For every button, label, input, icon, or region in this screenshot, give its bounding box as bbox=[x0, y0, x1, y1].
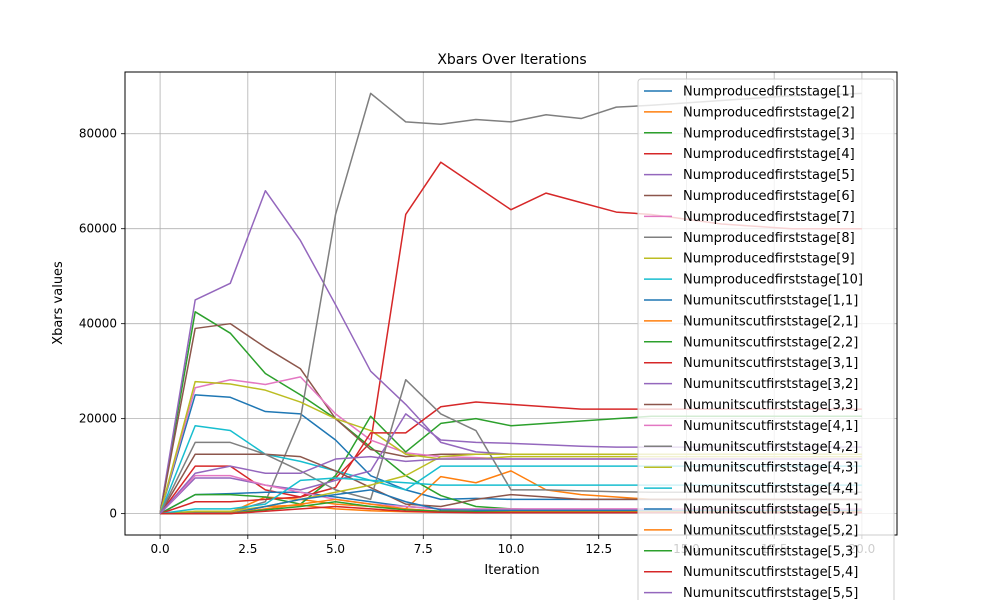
legend-entry: Numunitscutfirststage[5,4] bbox=[683, 565, 858, 580]
y-tick-label: 20000 bbox=[79, 412, 117, 426]
legend: Numproducedfirststage[1] Numproducedfirst… bbox=[637, 78, 895, 600]
legend-entry: Numproducedfirststage[1] bbox=[683, 85, 855, 100]
x-tick-label: 2.5 bbox=[238, 542, 257, 556]
legend-entry: Numunitscutfirststage[4,3] bbox=[683, 461, 858, 476]
legend-entry: Numunitscutfirststage[2,2] bbox=[683, 335, 858, 350]
x-tick-label: 5.0 bbox=[326, 542, 345, 556]
legend-entry: Numunitscutfirststage[4,4] bbox=[683, 482, 858, 497]
legend-entry: Numunitscutfirststage[4,2] bbox=[683, 440, 858, 455]
legend-entry: Numunitscutfirststage[3,3] bbox=[683, 398, 858, 413]
x-axis-label: Iteration bbox=[484, 563, 539, 578]
legend-entry: Numunitscutfirststage[4,1] bbox=[683, 419, 858, 434]
legend-entry: Numproducedfirststage[5] bbox=[683, 168, 855, 183]
legend-entry: Numproducedfirststage[7] bbox=[683, 210, 855, 225]
legend-entry: Numunitscutfirststage[5,1] bbox=[683, 503, 858, 518]
y-tick-label: 0 bbox=[109, 507, 117, 521]
legend-entry: Numproducedfirststage[9] bbox=[683, 252, 855, 267]
legend-entry: Numproducedfirststage[10] bbox=[683, 273, 863, 288]
chart-title: Xbars Over Iterations bbox=[437, 52, 586, 68]
legend-entry: Numproducedfirststage[6] bbox=[683, 189, 855, 204]
y-tick-label: 40000 bbox=[79, 317, 117, 331]
legend-entry: Numproducedfirststage[8] bbox=[683, 231, 855, 246]
legend-entry: Numproducedfirststage[2] bbox=[683, 105, 855, 120]
y-tick-label: 80000 bbox=[79, 127, 117, 141]
legend-entry: Numunitscutfirststage[3,1] bbox=[683, 356, 858, 371]
legend-entry: Numunitscutfirststage[5,5] bbox=[683, 586, 858, 600]
y-axis-label: Xbars values bbox=[51, 261, 66, 345]
legend-entry: Numunitscutfirststage[3,2] bbox=[683, 377, 858, 392]
y-tick-label: 60000 bbox=[79, 222, 117, 236]
x-tick-label: 0.0 bbox=[151, 542, 170, 556]
legend-entry: Numproducedfirststage[3] bbox=[683, 126, 855, 141]
legend-entry: Numunitscutfirststage[1,1] bbox=[683, 294, 858, 309]
legend-box bbox=[637, 78, 895, 600]
x-tick-label: 10.0 bbox=[498, 542, 525, 556]
x-tick-label: 7.5 bbox=[414, 542, 433, 556]
legend-entry: Numunitscutfirststage[5,2] bbox=[683, 523, 858, 538]
legend-entry: Numproducedfirststage[4] bbox=[683, 147, 855, 162]
legend-entry: Numunitscutfirststage[2,1] bbox=[683, 314, 858, 329]
legend-entry: Numunitscutfirststage[5,3] bbox=[683, 544, 858, 559]
x-tick-label: 12.5 bbox=[585, 542, 612, 556]
y-axis-ticks: 0 20000 40000 60000 80000 bbox=[79, 127, 125, 521]
